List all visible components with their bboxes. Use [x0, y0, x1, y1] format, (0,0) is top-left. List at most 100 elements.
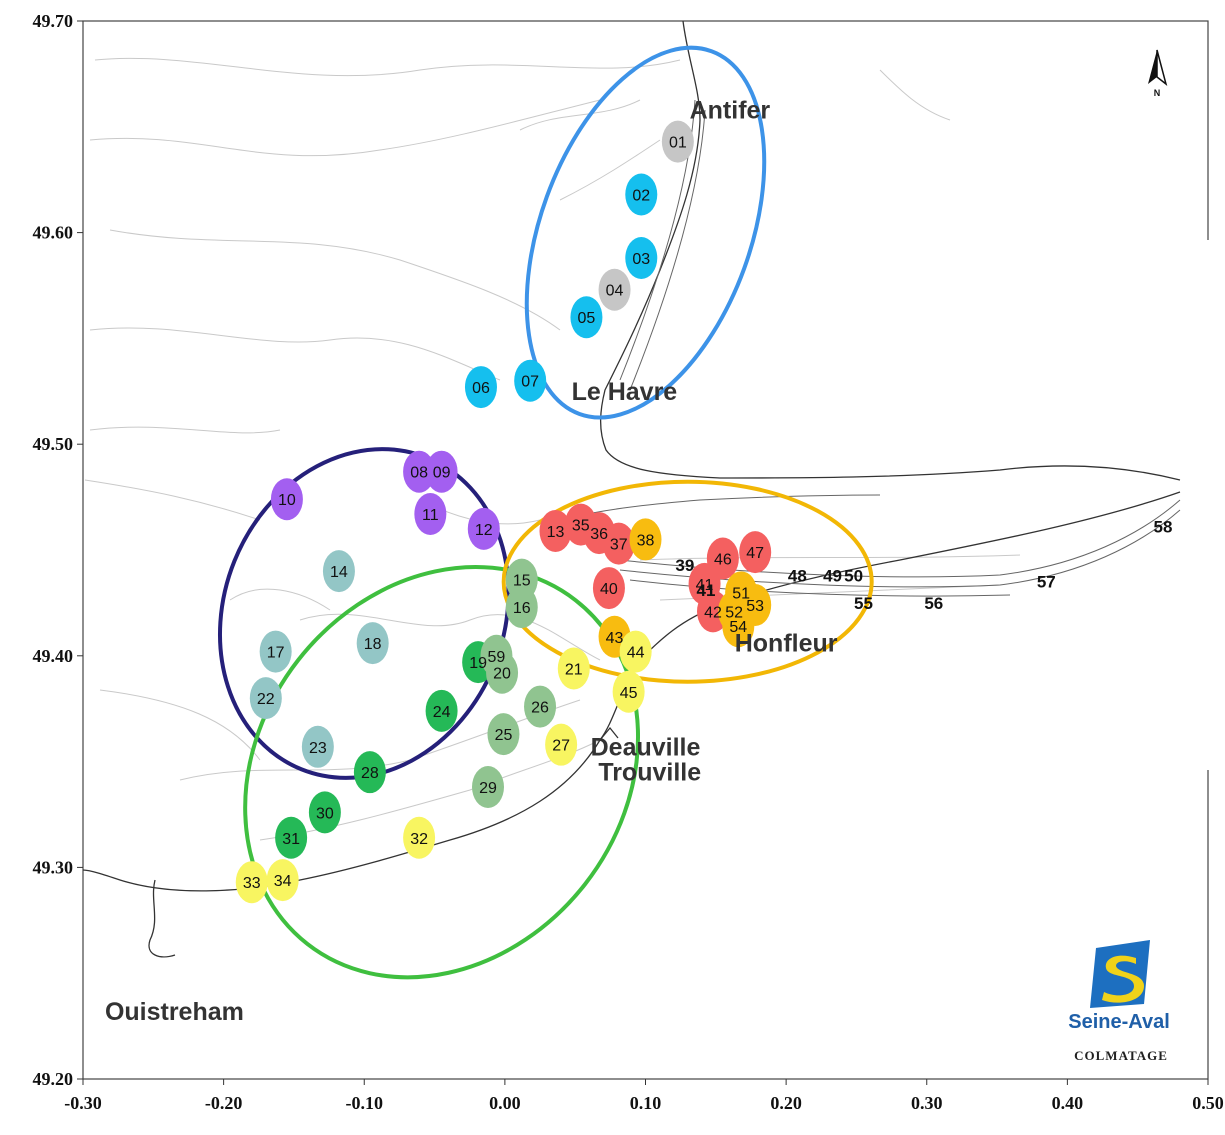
station-marker	[403, 816, 436, 859]
station-label: 15	[513, 573, 531, 590]
station-marker	[275, 816, 308, 859]
x-axis-ticks: -0.30 -0.20 -0.10 0.00 0.10 0.20 0.30 0.40 0.50	[64, 1079, 1224, 1113]
x-tick-label: 0.30	[911, 1093, 943, 1113]
station-marker	[598, 268, 631, 311]
sampling-stations: 01 02 03 04 05 06 07 08 09 10 11 12 13 14 15 16 17 18 19 59…	[235, 120, 772, 904]
place-labels: Antifer Le Havre Honfleur DeauvilleTrouvill…	[105, 96, 838, 1025]
north-label: N	[1154, 88, 1161, 98]
station-label: 13	[547, 524, 565, 541]
station-marker	[249, 677, 282, 720]
station-marker	[602, 522, 635, 565]
station-number: 56	[924, 594, 943, 613]
cluster-ellipses	[217, 45, 874, 980]
station-marker	[259, 630, 292, 673]
station-number: 39	[675, 556, 694, 575]
x-tick-label: -0.30	[64, 1093, 102, 1113]
station-label: 59	[488, 649, 506, 666]
station-label: 16	[513, 600, 531, 617]
station-label: 19	[469, 655, 487, 672]
station-label: 26	[531, 700, 549, 717]
station-marker	[322, 550, 355, 593]
north-arrow-icon: N	[1148, 49, 1168, 98]
station-marker	[308, 791, 341, 834]
station-label: 34	[274, 873, 292, 890]
station-label: 36	[590, 526, 608, 543]
station-label: 47	[746, 545, 764, 562]
y-tick-label: 49.40	[33, 646, 74, 666]
station-label: 05	[578, 310, 596, 327]
station-marker	[545, 723, 578, 766]
station-marker	[353, 751, 386, 794]
station-marker	[557, 647, 590, 690]
station-marker	[487, 713, 520, 756]
y-axis-ticks: 49.70 49.60 49.50 49.40 49.30 49.20	[33, 11, 83, 1089]
station-marker	[356, 622, 389, 665]
station-label: 40	[600, 581, 618, 598]
place-label: Trouville	[598, 759, 701, 787]
station-label: 20	[493, 666, 511, 683]
station-marker	[514, 359, 547, 402]
station-label: 04	[606, 283, 624, 300]
station-label: 42	[704, 604, 722, 621]
logo-s-shape	[1102, 955, 1144, 1003]
station-label: 41	[696, 577, 714, 594]
station-label: 18	[364, 636, 382, 653]
station-label: 53	[746, 598, 764, 615]
place-label: Deauville	[591, 733, 701, 761]
station-label: 08	[410, 465, 428, 482]
seine-aval-logo: Seine-Aval COLMATAGE	[1068, 940, 1170, 1063]
station-marker	[266, 859, 299, 902]
station-marker	[570, 296, 603, 339]
station-marker	[722, 605, 755, 648]
station-number: 49	[823, 566, 842, 585]
station-marker	[592, 567, 625, 610]
station-label: 46	[714, 551, 732, 568]
x-tick-label: 0.40	[1052, 1093, 1084, 1113]
place-label: Antifer	[690, 96, 771, 124]
station-marker	[619, 630, 652, 673]
station-label: 52	[725, 604, 743, 621]
y-tick-label: 49.30	[33, 857, 74, 877]
station-marker	[414, 493, 447, 536]
station-label: 51	[732, 585, 750, 602]
station-marker	[270, 478, 303, 521]
x-tick-label: 0.50	[1192, 1093, 1224, 1113]
station-marker	[472, 765, 504, 808]
x-tick-label: 0.10	[630, 1093, 662, 1113]
station-label: 23	[309, 740, 327, 757]
station-label: 30	[316, 805, 334, 822]
logo-name: Seine-Aval	[1068, 1011, 1170, 1033]
station-label: 28	[361, 765, 379, 782]
station-number: 57	[1037, 573, 1056, 592]
place-label: Le Havre	[572, 378, 678, 406]
station-marker	[739, 531, 772, 574]
station-marker	[505, 586, 538, 629]
station-label: 24	[433, 704, 451, 721]
station-label: 45	[620, 685, 638, 702]
station-marker	[467, 507, 500, 550]
station-label: 25	[495, 727, 513, 744]
cluster-ellipse	[524, 45, 767, 420]
station-marker	[629, 518, 662, 561]
station-label: 37	[610, 537, 628, 554]
station-label: 07	[521, 374, 539, 391]
y-tick-label: 49.60	[33, 223, 74, 243]
station-number: 48	[788, 566, 807, 585]
station-marker	[486, 651, 519, 694]
station-label: 44	[627, 645, 645, 662]
x-tick-label: 0.20	[770, 1093, 802, 1113]
station-label: 27	[552, 738, 570, 755]
station-marker	[539, 509, 572, 552]
station-marker	[425, 450, 458, 493]
station-marker	[661, 120, 694, 163]
coastline	[82, 20, 1181, 958]
cluster-ellipse	[243, 565, 641, 980]
y-tick-label: 49.50	[33, 434, 74, 454]
station-number: 55	[854, 594, 873, 613]
station-label: 12	[475, 522, 493, 539]
station-marker	[612, 670, 645, 713]
station-marker	[235, 861, 268, 904]
x-tick-label: 0.00	[489, 1093, 521, 1113]
